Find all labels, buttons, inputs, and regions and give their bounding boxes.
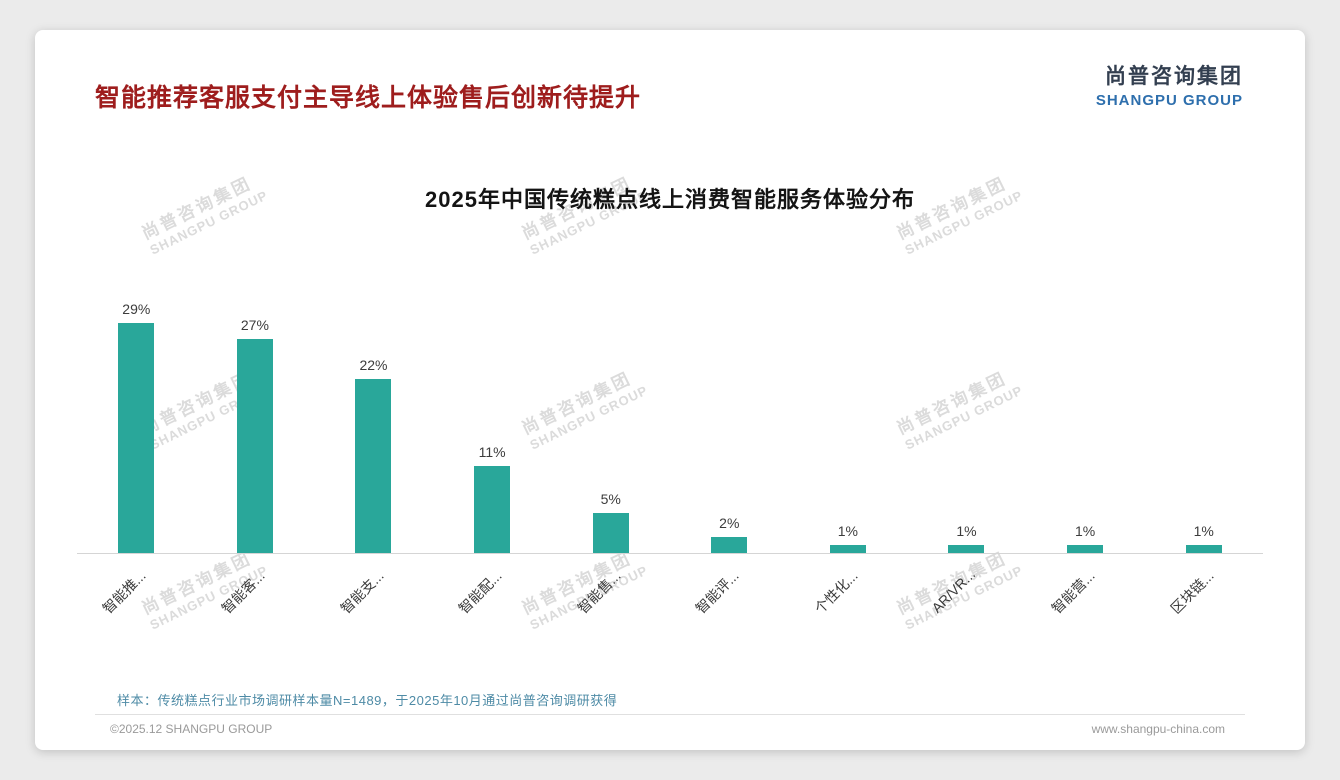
bar-value-label: 22% bbox=[359, 357, 388, 373]
x-axis-label: 智能营... bbox=[1048, 567, 1098, 617]
bar-value-label: 1% bbox=[956, 523, 977, 539]
bar-value-label: 29% bbox=[122, 301, 151, 317]
copyright-text: ©2025.12 SHANGPU GROUP bbox=[110, 722, 273, 736]
bar-column: 27% bbox=[196, 317, 315, 553]
chart-title: 2025年中国传统糕点线上消费智能服务体验分布 bbox=[425, 187, 915, 212]
bar bbox=[118, 323, 155, 553]
logo-english-name: SHANGPU GROUP bbox=[1095, 92, 1243, 109]
bar-value-label: 27% bbox=[240, 317, 269, 333]
bar-column: 22% bbox=[314, 357, 433, 553]
page-title: 智能推荐客服支付主导线上体验售后创新待提升 bbox=[95, 84, 642, 112]
bar-value-label: 5% bbox=[600, 491, 621, 507]
bar-column: 1% bbox=[1026, 523, 1145, 553]
website-text: www.shangpu-china.com bbox=[1091, 722, 1225, 736]
x-axis-label: 智能客... bbox=[218, 567, 268, 617]
bar-chart-plot-area: 29% 27% 22% 11% 5% 2% 1% 1% 1% 1% bbox=[77, 300, 1263, 554]
slide-content: 智能推荐客服支付主导线上体验售后创新待提升 尚普咨询集团 SHANGPU GRO… bbox=[35, 30, 1305, 750]
logo-chinese-name: 尚普咨询集团 bbox=[1105, 65, 1243, 88]
bar bbox=[474, 466, 511, 553]
bar-value-label: 1% bbox=[837, 523, 858, 539]
slide-card: 尚普咨询集团 SHANGPU GROUP 尚普咨询集团 SHANGPU GROUP 尚普… bbox=[35, 30, 1305, 750]
bar bbox=[236, 339, 273, 553]
bar-column: 29% bbox=[77, 301, 196, 553]
bar-column: 11% bbox=[433, 444, 552, 553]
bar-value-label: 1% bbox=[1193, 523, 1214, 539]
footer-divider bbox=[95, 714, 1245, 715]
bar bbox=[711, 537, 748, 553]
x-axis-label: 智能售... bbox=[574, 567, 624, 617]
bar-column: 1% bbox=[1144, 523, 1263, 553]
bar bbox=[948, 545, 985, 553]
company-logo: 尚普咨询集团 SHANGPU GROUP bbox=[1096, 60, 1243, 109]
x-axis-label: 个性化... bbox=[811, 567, 861, 617]
bar bbox=[1067, 545, 1104, 553]
x-axis-label: AR/VR... bbox=[927, 566, 978, 616]
bar-value-label: 11% bbox=[478, 444, 506, 460]
bar bbox=[592, 513, 629, 553]
x-axis-label: 区块链... bbox=[1167, 567, 1217, 617]
x-axis-label: 智能推... bbox=[99, 567, 150, 617]
bar-column: 2% bbox=[670, 515, 789, 553]
bar-column: 1% bbox=[789, 523, 908, 553]
x-axis-label: 智能支... bbox=[336, 567, 387, 617]
x-axis-label: 智能评... bbox=[692, 567, 743, 617]
bar-value-label: 1% bbox=[1074, 523, 1096, 539]
bar-column: 1% bbox=[907, 523, 1026, 553]
sample-note: 样本：传统糕点行业市场调研样本量N=1489，于2025年10月通过尚普咨询调研… bbox=[117, 693, 618, 708]
x-axis-label: 智能配... bbox=[455, 567, 505, 617]
bar-value-label: 2% bbox=[719, 515, 740, 531]
bar bbox=[1185, 545, 1222, 553]
bar-column: 5% bbox=[551, 491, 670, 553]
bar bbox=[829, 545, 866, 553]
bar bbox=[355, 379, 392, 553]
x-axis-labels: 智能推... 智能客... 智能支... 智能配... 智能售... 智能评... 个性化.… bbox=[77, 554, 1263, 664]
